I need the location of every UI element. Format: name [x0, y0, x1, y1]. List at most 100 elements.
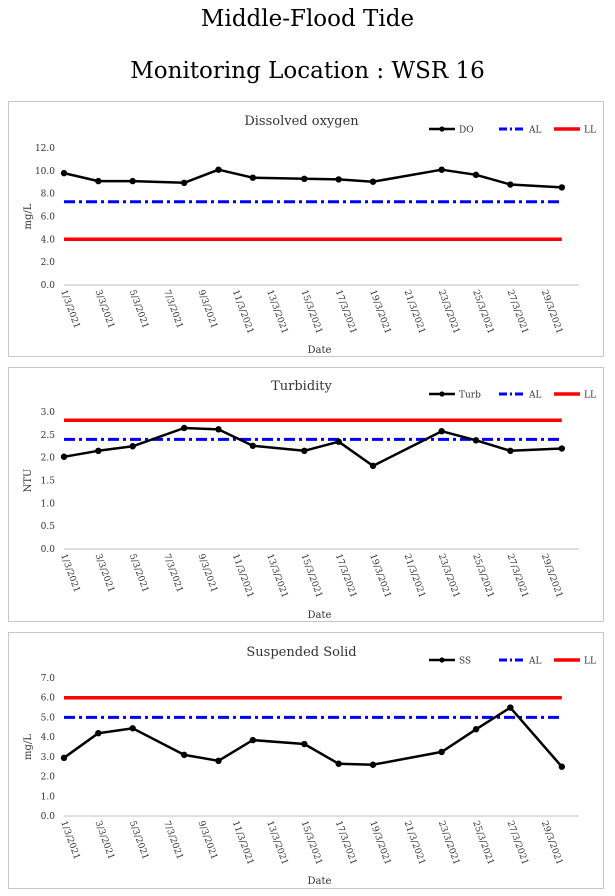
chart-1-x-tick-label: 25/3/2021 [470, 289, 495, 336]
chart-svg-suspended-solid: Suspended Solid 0.0 1.0 2.0 3.0 4.0 5.0 6.0 7.0 1… [23, 645, 596, 887]
chart-1-y-tick-label: 4.0 [41, 235, 56, 245]
chart-3-series-ss-point [180, 751, 188, 759]
chart-3-x-tick-label: 23/3/2021 [436, 820, 461, 867]
chart-3-legend-ss-marker [439, 657, 445, 663]
chart-3-series-ss-point [438, 748, 445, 756]
chart-1-x-tick-label: 27/3/2021 [505, 289, 530, 336]
chart-3-x-tick-label: 5/3/2021 [127, 820, 150, 861]
chart-1-y-tick-label: 2.0 [41, 258, 56, 268]
chart-2-x-tick-label: 19/3/2021 [367, 553, 392, 600]
page-title: Middle-Flood Tide [200, 6, 415, 32]
chart-2-series-turb-point [129, 443, 136, 450]
chart-1-x-tick-label: 3/3/2021 [93, 289, 116, 330]
chart-1-x-tick-label: 9/3/2021 [196, 289, 219, 330]
chart-2-series-turb-point [507, 447, 514, 455]
chart-2-legend-turb-label: Turb [459, 391, 481, 401]
chart-2-x-tick-label: 27/3/2021 [505, 553, 530, 600]
chart-2-x-tick-label: 23/3/2021 [436, 553, 461, 600]
chart-1-x-tick-label: 7/3/2021 [161, 289, 184, 330]
chart-1-series-do-point [301, 175, 308, 183]
chart-3-legend-al-label: AL [528, 657, 541, 667]
chart-2-x-tick-label: 5/3/2021 [127, 553, 150, 594]
chart-2-x-tick-label: 1/3/2021 [58, 553, 81, 594]
chart-3-x-tick-label: 19/3/2021 [367, 820, 392, 867]
chart-2-series-turb-point [369, 462, 377, 470]
chart-1-x-tick-label: 1/3/2021 [58, 289, 81, 330]
chart-2-title: Turbidity [271, 379, 332, 394]
chart-turbidity: Turbidity 0.0 0.5 1.0 1.5 2.0 2.5 3.0 1/3/2021 3/… [8, 367, 604, 622]
chart-2-x-tick-label: 21/3/2021 [402, 553, 427, 600]
chart-3-series-ss-point [301, 740, 308, 748]
chart-2-y-tick-label: 0.0 [41, 545, 56, 555]
chart-2-series-turb-point [95, 447, 102, 455]
chart-2-series-turb-point [215, 426, 222, 433]
chart-3-y-tick-label: 7.0 [41, 674, 56, 684]
chart-2-series-turb-point [472, 437, 480, 444]
chart-2-series-turb-point [180, 424, 188, 432]
chart-3-series-ss-point [369, 761, 377, 768]
chart-suspended-solid: Suspended Solid 0.0 1.0 2.0 3.0 4.0 5.0 6.0 7.0 1… [8, 632, 604, 889]
chart-3-y-tick-label: 6.0 [41, 694, 56, 704]
chart-3-x-tick-label: 9/3/2021 [196, 820, 219, 861]
chart-2-series-turb-point [249, 442, 257, 449]
chart-1-series-do-point [180, 179, 188, 187]
chart-3-x-axis-label: Date [308, 876, 332, 887]
chart-3-y-axis-label: mg/L [23, 734, 34, 760]
chart-1-y-tick-label: 8.0 [41, 190, 56, 200]
chart-3-y-tick-label: 2.0 [41, 773, 56, 783]
chart-2-x-tick-label: 11/3/2021 [230, 553, 255, 600]
chart-3-series-ss-point [95, 730, 102, 737]
chart-3-legend-ll-label: LL [584, 657, 596, 667]
chart-3-x-tick-label: 29/3/2021 [539, 820, 564, 867]
chart-2-x-tick-label: 29/3/2021 [539, 553, 564, 600]
chart-1-series-do-point [249, 174, 257, 181]
chart-2-series-turb-point [60, 453, 68, 460]
chart-1-series-do-point [507, 181, 514, 188]
chart-3-y-tick-label: 1.0 [41, 792, 56, 802]
chart-2-y-axis-label: NTU [23, 469, 34, 493]
chart-1-y-tick-label: 10.0 [35, 167, 55, 177]
chart-3-x-tick-label: 13/3/2021 [264, 820, 289, 867]
chart-1-series-do-point [472, 171, 480, 179]
chart-3-y-tick-label: 4.0 [41, 733, 56, 743]
chart-dissolved-oxygen: Dissolved oxygen 0.0 2.0 4.0 6.0 8.0 10.0 12.0 1… [8, 101, 604, 357]
chart-1-legend-al-label: AL [528, 126, 541, 136]
chart-3-x-tick-label: 17/3/2021 [333, 820, 358, 867]
chart-1-x-tick-label: 17/3/2021 [333, 289, 358, 336]
chart-1-series-do-line [63, 168, 562, 189]
chart-1-y-tick-label: 12.0 [35, 144, 55, 154]
chart-3-series-ss-point [215, 757, 222, 764]
chart-2-y-tick-label: 3.0 [41, 408, 56, 418]
chart-1-x-tick-label: 19/3/2021 [367, 289, 392, 336]
chart-3-x-tick-label: 21/3/2021 [402, 820, 427, 867]
chart-3-x-tick-label: 11/3/2021 [230, 820, 255, 867]
chart-3-x-tick-label: 3/3/2021 [93, 820, 116, 861]
chart-1-y-axis-label: mg/L [23, 203, 34, 229]
chart-2-x-tick-label: 15/3/2021 [299, 553, 324, 600]
chart-3-x-tick-label: 1/3/2021 [58, 820, 81, 861]
chart-2-x-axis-label: Date [308, 610, 332, 621]
chart-3-series-ss-point [558, 763, 566, 770]
chart-3-x-tick-label: 7/3/2021 [161, 820, 184, 861]
chart-2-legend-turb-marker [439, 391, 445, 397]
chart-3-y-tick-label: 5.0 [41, 713, 56, 723]
chart-3-legend-ss-label: SS [459, 657, 471, 667]
chart-1-series-do-point [60, 169, 68, 177]
chart-2-series-turb-point [335, 438, 342, 445]
chart-3-title: Suspended Solid [246, 645, 356, 660]
chart-2-y-tick-label: 2.0 [41, 454, 56, 464]
chart-2-series-turb-point [558, 445, 566, 452]
chart-2-series-turb-point [438, 427, 445, 435]
chart-3-x-tick-label: 15/3/2021 [299, 820, 324, 867]
chart-1-x-tick-label: 21/3/2021 [402, 289, 427, 336]
chart-3-series-ss-point [249, 736, 257, 744]
chart-svg-do: Dissolved oxygen 0.0 2.0 4.0 6.0 8.0 10.0 12.0 1… [23, 114, 596, 356]
chart-1-x-tick-label: 29/3/2021 [539, 289, 564, 336]
chart-2-legend-al-label: AL [528, 391, 541, 401]
chart-3-y-tick-label: 0.0 [41, 812, 56, 822]
chart-1-series-do-point [369, 178, 377, 185]
chart-1-series-do-point [558, 184, 566, 191]
chart-1-x-tick-label: 15/3/2021 [299, 289, 324, 336]
chart-2-x-tick-label: 17/3/2021 [333, 553, 358, 600]
chart-1-x-tick-label: 13/3/2021 [264, 289, 289, 336]
